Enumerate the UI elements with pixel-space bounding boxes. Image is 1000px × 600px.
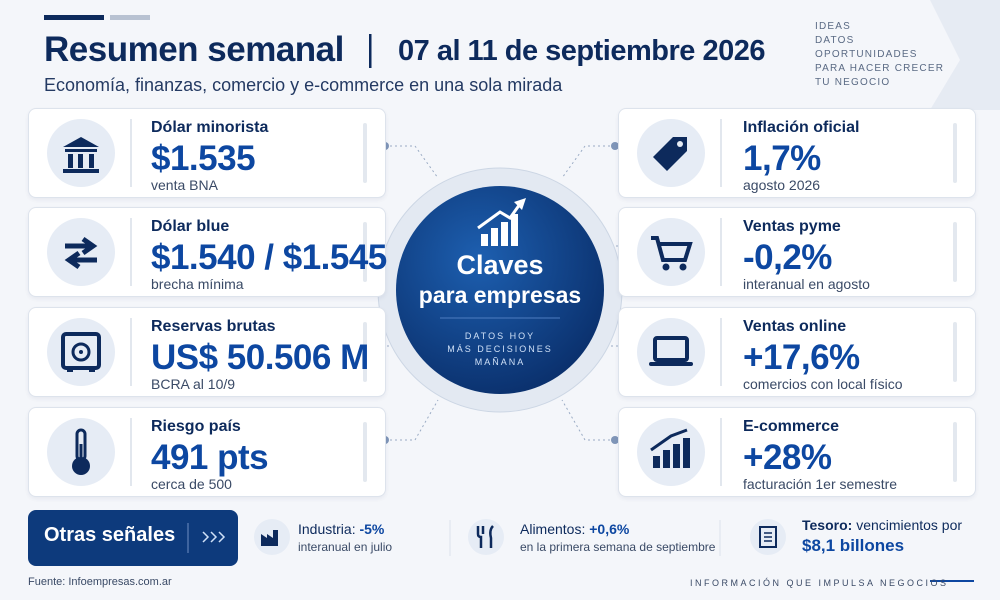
card-label: Ventas pyme bbox=[743, 218, 841, 235]
tagline-line: PARA HACER CRECER bbox=[815, 63, 945, 74]
card-value: $1.540 / $1.545 bbox=[151, 238, 387, 277]
card-value: +17,6% bbox=[743, 338, 860, 377]
card-note: interanual en agosto bbox=[743, 276, 870, 292]
tagline-line: IDEAS bbox=[815, 21, 852, 32]
card: Dólar blue $1.540 / $1.545 brecha mínima bbox=[28, 207, 387, 297]
card-value: -0,2% bbox=[743, 238, 832, 277]
card-icon bbox=[637, 418, 957, 486]
center-subtitle: MÁS DECISIONES bbox=[447, 344, 553, 354]
card-icon bbox=[637, 218, 957, 286]
card-icon bbox=[47, 318, 367, 386]
card-icon bbox=[47, 119, 367, 187]
signal-value: -5% bbox=[359, 521, 385, 537]
card-icon bbox=[47, 218, 367, 286]
corner-shape bbox=[930, 0, 1000, 110]
other-signals-label: Otras señales bbox=[44, 524, 176, 546]
card: Ventas online +17,6% comercios con local f… bbox=[618, 307, 976, 397]
chevrons bbox=[202, 531, 226, 543]
signal-label: Alimentos: bbox=[520, 521, 586, 537]
tagline-line: TU NEGOCIO bbox=[815, 77, 891, 88]
card-label: Dólar minorista bbox=[151, 119, 269, 136]
title-divider bbox=[369, 34, 372, 68]
date: 07 al 11 de septiembre 2026 bbox=[398, 35, 765, 67]
card-note: BCRA al 10/9 bbox=[151, 376, 236, 392]
signal-label: Industria: bbox=[298, 521, 356, 537]
card: Riesgo país 491 pts cerca de 500 bbox=[28, 407, 386, 497]
top-bar bbox=[110, 15, 150, 20]
subtitle: Economía, finanzas, comercio y e-commerc… bbox=[44, 75, 563, 95]
card: Ventas pyme -0,2% interanual en agosto bbox=[618, 207, 976, 297]
signal-value: +0,6% bbox=[589, 521, 630, 537]
card-value: +28% bbox=[743, 438, 832, 477]
signal: Industria: -5% bbox=[298, 521, 384, 537]
card-note: agosto 2026 bbox=[743, 177, 821, 193]
signal-label: Tesoro: bbox=[802, 517, 853, 533]
card: Reservas brutas US$ 50.506 M BCRA al 10/9 bbox=[28, 307, 386, 397]
card-note: venta BNA bbox=[151, 177, 218, 193]
signal-value: $8,1 billones bbox=[802, 536, 905, 555]
card: Inflación oficial 1,7% agosto 2026 bbox=[618, 108, 976, 198]
card-label: Ventas online bbox=[743, 318, 847, 335]
center-circle bbox=[396, 186, 604, 394]
tagline-line: OPORTUNIDADES bbox=[815, 49, 918, 60]
tagline-line: DATOS bbox=[815, 35, 855, 46]
signal-text: vencimientos por bbox=[856, 517, 963, 533]
card: E-commerce +28% facturación 1er semestre bbox=[618, 407, 976, 497]
card-icon bbox=[47, 418, 367, 486]
card-label: E-commerce bbox=[743, 418, 840, 435]
card-note: facturación 1er semestre bbox=[743, 476, 898, 492]
center-subtitle: MAÑANA bbox=[474, 357, 526, 367]
card-value: 491 pts bbox=[151, 438, 269, 477]
signal: Alimentos: +0,6% bbox=[520, 521, 629, 537]
card-icon bbox=[637, 318, 957, 386]
center-subtitle: DATOS HOY bbox=[464, 331, 536, 341]
card-label: Riesgo país bbox=[151, 418, 241, 435]
other-signals-box bbox=[28, 510, 238, 566]
title: Resumen semanal bbox=[44, 30, 344, 69]
card-value: 1,7% bbox=[743, 139, 821, 178]
card-label: Reservas brutas bbox=[151, 318, 276, 335]
card: Dólar minorista $1.535 venta BNA bbox=[28, 108, 386, 198]
band-dividers bbox=[449, 520, 721, 556]
card-note: comercios con local físico bbox=[743, 376, 903, 392]
signal: Tesoro: vencimientos por bbox=[802, 517, 962, 533]
card-value: $1.535 bbox=[151, 139, 256, 178]
card-value: US$ 50.506 M bbox=[151, 338, 369, 377]
tagline: IDEAS DATOS OPORTUNIDADES PARA HACER CRECER… bbox=[815, 20, 944, 90]
signal-note: en la primera semana de septiembre bbox=[520, 540, 716, 554]
signal-note: interanual en julio bbox=[298, 540, 393, 554]
top-bar bbox=[44, 15, 104, 20]
card-note: brecha mínima bbox=[151, 276, 244, 292]
card-icon bbox=[637, 119, 957, 187]
band-icons bbox=[254, 519, 786, 555]
growth-icon bbox=[477, 198, 526, 246]
center-title: Claves bbox=[456, 250, 544, 280]
footer-tagline: INFORMACIÓN QUE IMPULSA NEGOCIOS bbox=[690, 578, 949, 588]
card-label: Dólar blue bbox=[151, 218, 230, 235]
source: Fuente: Infoempresas.com.ar bbox=[28, 576, 172, 588]
card-label: Inflación oficial bbox=[743, 119, 860, 136]
center-title: para empresas bbox=[418, 282, 582, 308]
card-note: cerca de 500 bbox=[151, 476, 232, 492]
